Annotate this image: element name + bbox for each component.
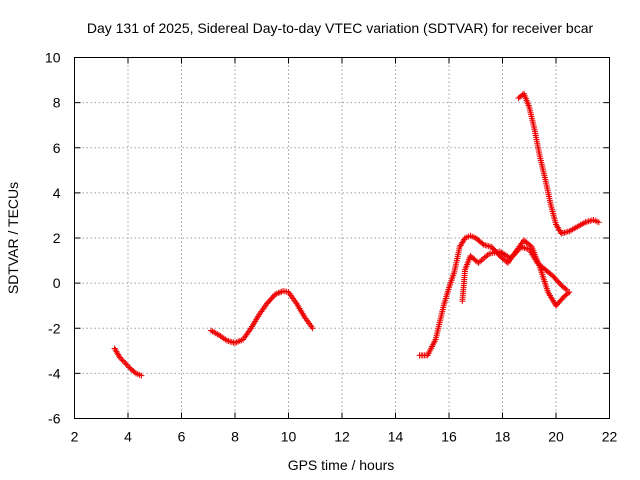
data-point	[126, 364, 133, 371]
y-tick-label: 6	[53, 140, 61, 156]
series-segment-3	[416, 232, 573, 359]
data-point	[508, 253, 515, 260]
data-point	[116, 354, 123, 361]
data-point	[510, 252, 517, 259]
y-tick-label: -2	[48, 320, 61, 336]
x-tick-label: 8	[231, 429, 239, 445]
y-tick-labels: -6 -4 -2 0 2 4 6 8 10	[45, 50, 61, 427]
x-tick-label: 10	[281, 429, 297, 445]
data-point	[120, 358, 127, 365]
x-tick-label: 22	[602, 429, 618, 445]
data-point	[562, 285, 569, 292]
x-tick-label: 16	[441, 429, 457, 445]
data-point	[138, 372, 145, 379]
chart-title: Day 131 of 2025, Sidereal Day-to-day VTE…	[87, 20, 594, 36]
x-tick-label: 14	[388, 429, 404, 445]
x-tick-label: 18	[495, 429, 511, 445]
data-point	[511, 251, 518, 258]
plot-frame	[74, 57, 610, 419]
x-tick-label: 12	[334, 429, 350, 445]
data-point	[123, 361, 130, 368]
grid-lines	[74, 57, 610, 419]
data-point	[131, 369, 138, 376]
y-tick-label: 0	[53, 275, 61, 291]
data-point	[119, 357, 126, 364]
data-point	[595, 219, 602, 226]
data-point	[309, 325, 316, 332]
data-point	[122, 360, 129, 367]
data-point	[516, 245, 523, 252]
data-point	[512, 249, 519, 256]
data-point	[515, 246, 522, 253]
y-axis-label: SDTVAR / TECUs	[5, 182, 21, 294]
series-segment-5	[515, 90, 602, 237]
x-tick-label: 20	[548, 429, 564, 445]
y-tick-label: 8	[53, 95, 61, 111]
y-tick-label: 10	[45, 50, 61, 66]
y-tick-label: 4	[53, 185, 61, 201]
data-point	[563, 286, 570, 293]
data-point	[125, 363, 131, 370]
data-points	[111, 90, 602, 379]
y-tick-label: 2	[53, 230, 61, 246]
x-axis-label: GPS time / hours	[288, 457, 395, 473]
data-point	[565, 290, 572, 297]
series-segment-1	[111, 345, 145, 379]
y-tick-label: -6	[48, 411, 61, 427]
x-tick-label: 2	[71, 429, 79, 445]
y-tick-label: -4	[48, 365, 61, 381]
x-tick-label: 4	[124, 429, 132, 445]
data-point	[118, 355, 125, 362]
data-point	[507, 255, 514, 262]
series-segment-4	[459, 244, 570, 305]
x-tick-labels: 2 4 6 8 10 12 14 16 18 20 22	[71, 429, 618, 445]
x-tick-label: 6	[178, 429, 186, 445]
data-point	[514, 248, 521, 255]
series-segment-2	[207, 288, 316, 346]
